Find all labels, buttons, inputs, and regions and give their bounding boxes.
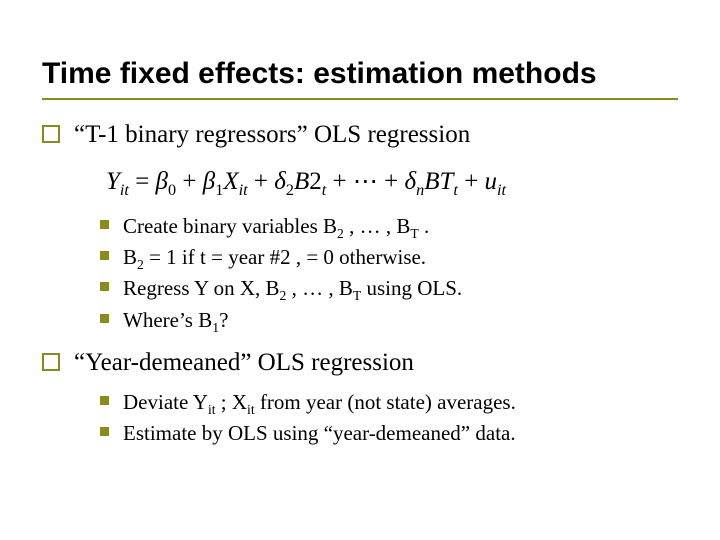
bullet-level1-text: “Year-demeaned” OLS regression (74, 346, 414, 380)
filled-square-icon (100, 220, 109, 229)
hollow-square-icon (42, 125, 60, 143)
bullet-level2-text: Regress Y on X, B2 , … , BT using OLS. (123, 274, 462, 302)
filled-square-icon (100, 251, 109, 260)
bullet-level1: “T-1 binary regressors” OLS regression (42, 118, 678, 152)
title-underline (42, 98, 678, 100)
slide: Time fixed effects: estimation methods “… (0, 0, 720, 540)
filled-square-icon (100, 396, 109, 405)
bullet-level2: Create binary variables B2 , … , BT . (100, 212, 678, 240)
filled-square-icon (100, 314, 109, 323)
equation: Yit = β0 + β1Xit + δ2B2t + ⋯ + δnBTt + u… (106, 166, 678, 196)
bullet-level2: Estimate by OLS using “year-demeaned” da… (100, 419, 678, 447)
bullet-level2-text: Where’s B1? (123, 306, 228, 334)
bullet-level2-text: Create binary variables B2 , … , BT . (123, 212, 429, 240)
bullet-level2-text: B2 = 1 if t = year #2 , = 0 otherwise. (123, 243, 426, 271)
sub-bullet-group: Deviate Yit ; Xit from year (not state) … (100, 388, 678, 448)
bullet-level2: Deviate Yit ; Xit from year (not state) … (100, 388, 678, 416)
bullet-level2: Regress Y on X, B2 , … , BT using OLS. (100, 274, 678, 302)
bullet-level1-text: “T-1 binary regressors” OLS regression (74, 118, 470, 152)
bullet-level2-text: Estimate by OLS using “year-demeaned” da… (123, 419, 516, 447)
filled-square-icon (100, 282, 109, 291)
bullet-level2: B2 = 1 if t = year #2 , = 0 otherwise. (100, 243, 678, 271)
bullet-level2: Where’s B1? (100, 306, 678, 334)
slide-title: Time fixed effects: estimation methods (42, 56, 678, 94)
hollow-square-icon (42, 353, 60, 371)
filled-square-icon (100, 427, 109, 436)
bullet-level2-text: Deviate Yit ; Xit from year (not state) … (123, 388, 516, 416)
sub-bullet-group: Create binary variables B2 , … , BT . B2… (100, 212, 678, 334)
bullet-level1: “Year-demeaned” OLS regression (42, 346, 678, 380)
